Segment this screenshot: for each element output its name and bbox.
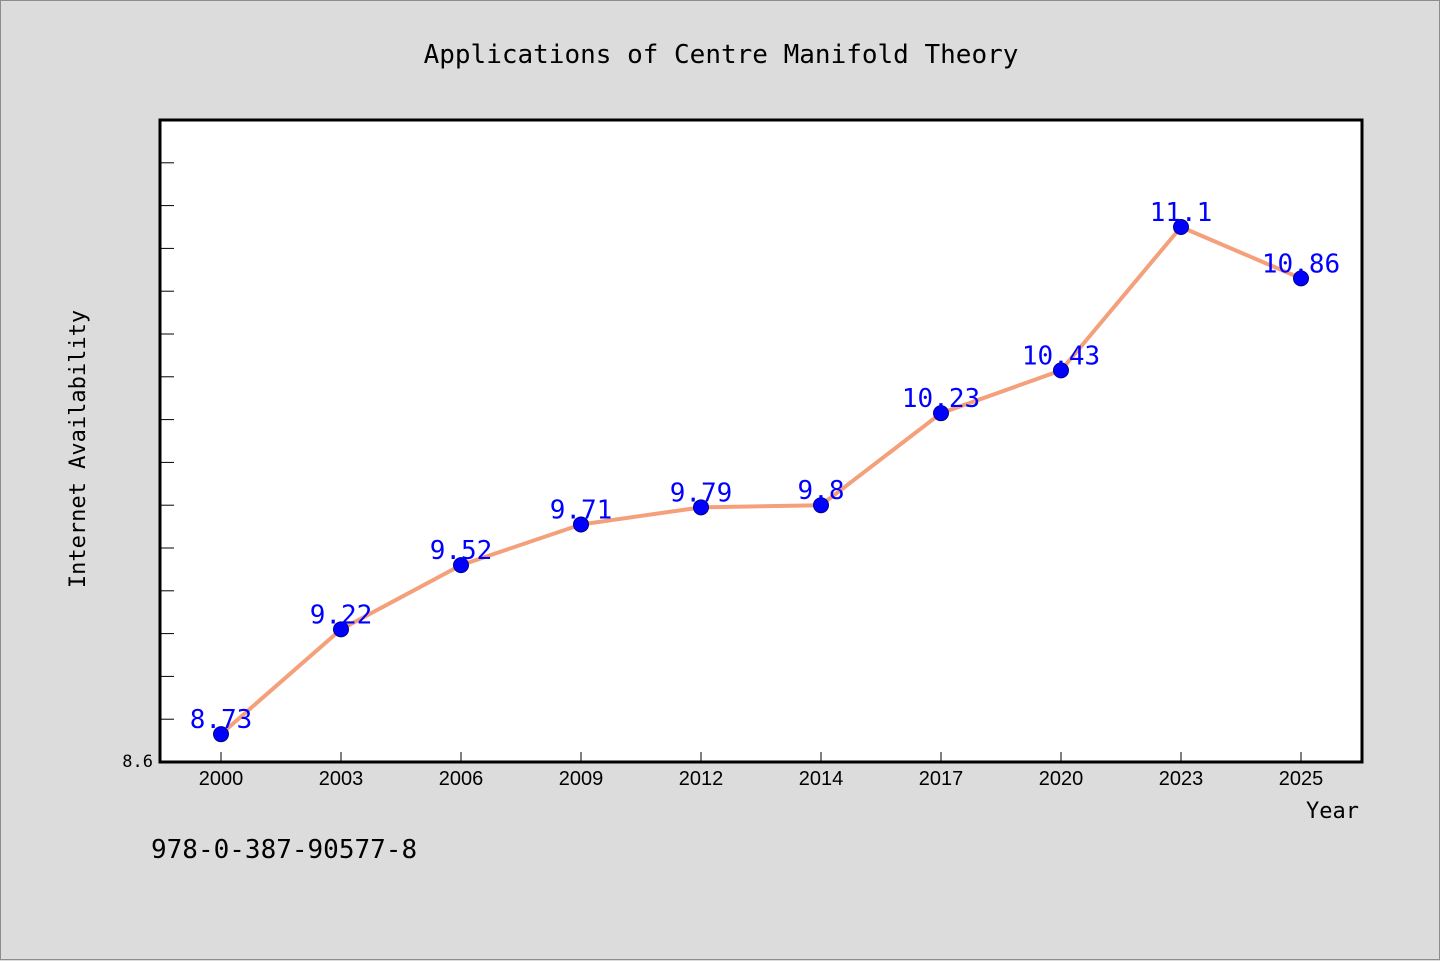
x-tick-label: 2020 bbox=[1039, 768, 1084, 790]
data-label: 8.73 bbox=[190, 705, 253, 735]
data-point bbox=[933, 405, 949, 422]
data-point bbox=[813, 497, 829, 514]
data-label: 9.52 bbox=[430, 536, 493, 566]
x-tick-label: 2003 bbox=[319, 768, 364, 790]
series-line bbox=[219, 225, 1302, 736]
data-label: 11.1 bbox=[1150, 198, 1213, 228]
data-label: 10.43 bbox=[1022, 341, 1100, 371]
x-tick-label: 2014 bbox=[799, 768, 844, 790]
data-label: 9.8 bbox=[798, 476, 845, 506]
data-point bbox=[573, 516, 589, 533]
data-label: 9.22 bbox=[310, 600, 373, 630]
plot-area bbox=[158, 118, 1364, 764]
data-label: 9.71 bbox=[550, 495, 613, 525]
data-point bbox=[1173, 219, 1189, 235]
x-tick-label: 2009 bbox=[559, 768, 604, 790]
x-tick-label: 2006 bbox=[439, 768, 484, 790]
data-point bbox=[333, 621, 349, 638]
x-tick-label: 2012 bbox=[679, 768, 724, 790]
y-minor-ticks bbox=[160, 162, 174, 720]
x-axis-label: Year bbox=[1306, 799, 1359, 824]
y-tick-label: 8.6 bbox=[122, 752, 153, 772]
data-point bbox=[1053, 362, 1069, 379]
data-label: 9.79 bbox=[670, 478, 733, 508]
series-group: 8.73 9.22 9.52 9.71 9.79 9.8 10.23 10.43 11.1 10.… bbox=[190, 198, 1340, 743]
data-point bbox=[693, 499, 709, 516]
data-point bbox=[213, 726, 229, 743]
data-label: 10.23 bbox=[902, 384, 980, 414]
data-point bbox=[453, 557, 469, 574]
data-label: 10.86 bbox=[1262, 249, 1340, 279]
chart-title: Applications of Centre Manifold Theory bbox=[424, 40, 1019, 70]
y-axis-label: Internet Availability bbox=[66, 310, 91, 588]
x-tick-label: 2023 bbox=[1159, 768, 1204, 790]
x-tick-label: 2000 bbox=[199, 768, 244, 790]
footer-code: 978-0-387-90577-8 bbox=[151, 835, 418, 865]
data-point bbox=[1293, 270, 1309, 287]
x-tick-label: 2017 bbox=[919, 768, 964, 790]
x-ticks: 2000 2003 2006 2009 2012 2014 2017 2020 2023 2025 bbox=[199, 752, 1324, 790]
x-tick-label: 2025 bbox=[1279, 768, 1324, 790]
